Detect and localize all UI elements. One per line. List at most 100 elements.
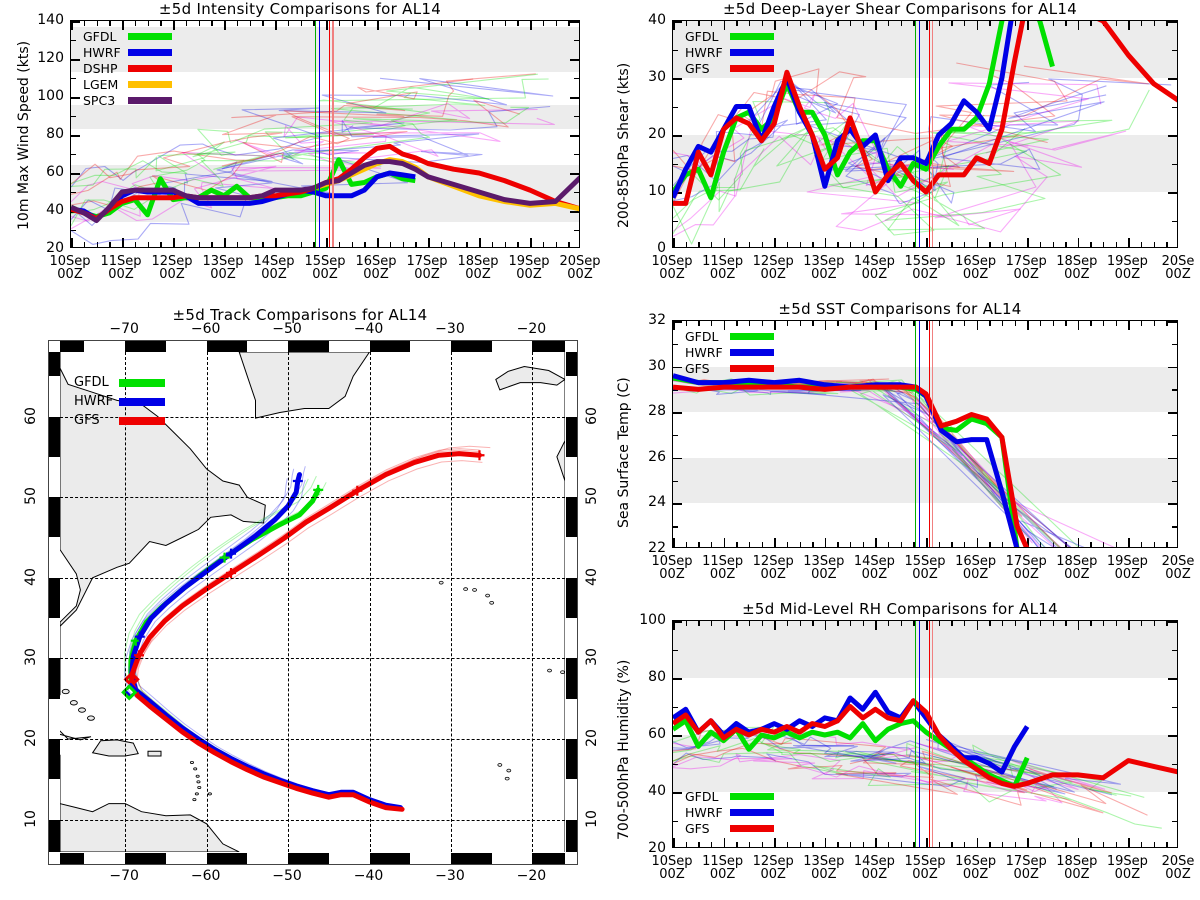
x-minor-tick <box>147 242 149 247</box>
x-minor-tick <box>1065 242 1067 247</box>
y-minor-tick <box>673 220 678 222</box>
x-tick-mark <box>976 621 979 630</box>
y-minor-tick <box>1172 706 1177 708</box>
map-lat-label: 60 <box>23 406 39 425</box>
x-minor-tick <box>504 21 506 26</box>
legend-label: GFDL <box>685 788 719 804</box>
x-minor-tick <box>1001 621 1004 626</box>
map-frame-segment <box>532 853 565 864</box>
x-tick-mark <box>875 321 877 330</box>
x-tick-label: 15Sep 00Z <box>904 554 946 583</box>
legend-swatch <box>128 96 172 104</box>
legend-item-hwrf[interactable]: HWRF <box>685 45 774 60</box>
x-minor-tick <box>1115 842 1118 847</box>
x-minor-tick <box>1153 242 1156 247</box>
x-minor-tick <box>198 242 200 247</box>
legend-item-gfs[interactable]: GFS <box>685 61 774 76</box>
legend-item-hwrf[interactable]: HWRF <box>83 44 172 60</box>
x-minor-tick <box>850 542 852 547</box>
legend-item-gfdl[interactable]: GFDL <box>685 329 774 344</box>
x-minor-tick <box>466 242 468 247</box>
y-minor-tick <box>1172 820 1177 822</box>
x-minor-tick <box>453 242 455 247</box>
x-tick-label: 16Sep 00Z <box>955 854 997 883</box>
map-frame-segment <box>49 819 60 852</box>
y-tick-mark <box>71 135 80 137</box>
legend-item-hwrf[interactable]: HWRF <box>685 805 774 820</box>
x-minor-tick <box>812 21 814 26</box>
legend-swatch <box>730 32 774 40</box>
x-tick-mark <box>1128 538 1130 547</box>
x-minor-tick <box>1141 242 1143 247</box>
x-minor-tick <box>1141 842 1143 847</box>
y-minor-tick <box>1172 106 1177 108</box>
legend-item-hwrf[interactable]: HWRF <box>685 345 774 360</box>
shear-plot-area: GFDL HWRF GFS <box>672 20 1178 248</box>
x-minor-tick <box>710 542 713 547</box>
x-minor-tick <box>1065 621 1067 626</box>
x-minor-tick <box>364 21 366 26</box>
x-tick-mark <box>824 238 827 247</box>
map-canvas[interactable]: GFDL HWRF GFS <box>60 352 565 852</box>
x-tick-mark <box>723 838 726 847</box>
x-minor-tick <box>951 321 953 326</box>
x-tick-label: 11Sep 00Z <box>702 854 744 883</box>
x-minor-tick <box>698 621 700 626</box>
x-minor-tick <box>1090 542 1092 547</box>
x-tick-mark <box>1077 321 1080 330</box>
x-tick-mark <box>1077 838 1080 847</box>
legend-swatch <box>730 364 774 372</box>
map-gridline-lat <box>60 658 565 660</box>
x-minor-tick <box>761 621 763 626</box>
legend-item-spc3[interactable]: SPC3 <box>83 93 172 108</box>
sst-panel: ±5d SST Comparisons for AL14 Sea Surface… <box>600 300 1200 600</box>
legend-item-gfs[interactable]: GFS <box>74 412 165 429</box>
x-minor-tick <box>1090 21 1092 26</box>
x-minor-tick <box>761 242 763 247</box>
x-minor-tick <box>812 621 814 626</box>
legend-item-gfs[interactable]: GFS <box>685 361 774 376</box>
x-minor-tick <box>862 242 865 247</box>
x-minor-tick <box>862 21 865 26</box>
series-layer <box>673 373 1115 547</box>
x-minor-tick <box>913 321 915 326</box>
legend-label: LGEM <box>83 76 119 92</box>
x-minor-tick <box>1115 542 1118 547</box>
y-minor-tick <box>1172 435 1177 437</box>
x-minor-tick <box>491 242 494 247</box>
x-minor-tick <box>837 542 839 547</box>
x-minor-tick <box>555 242 557 247</box>
legend-item-gfdl[interactable]: GFDL <box>685 788 774 804</box>
x-minor-tick <box>1001 321 1004 326</box>
x-tick-mark <box>224 21 226 30</box>
map-gridline-lat <box>60 739 565 741</box>
legend-item-gfdl[interactable]: GFDL <box>83 29 172 44</box>
x-minor-tick <box>685 842 688 847</box>
legend-item-lgem[interactable]: LGEM <box>83 76 172 92</box>
x-minor-tick <box>1166 21 1168 26</box>
x-minor-tick <box>799 242 801 247</box>
x-minor-tick <box>963 242 966 247</box>
x-minor-tick <box>963 321 966 326</box>
track-map[interactable]: GFDL HWRF GFS <box>48 340 578 865</box>
map-frame-segment <box>49 577 60 619</box>
legend-item-gfdl[interactable]: GFDL <box>685 29 774 44</box>
y-tick-mark <box>673 78 682 80</box>
x-minor-tick <box>951 842 953 847</box>
legend-item-gfs[interactable]: GFS <box>685 821 774 836</box>
legend-item-dshp[interactable]: DSHP <box>83 61 172 76</box>
legend-label: HWRF <box>83 44 121 60</box>
x-minor-tick <box>938 542 941 547</box>
y-minor-tick <box>574 192 579 194</box>
legend-item-hwrf[interactable]: HWRF <box>74 393 165 410</box>
x-minor-tick <box>1090 842 1092 847</box>
legend-item-gfdl[interactable]: GFDL <box>74 374 165 391</box>
model-init-line <box>914 21 917 247</box>
map-frame-segment <box>369 853 411 864</box>
y-tick-label: 40 <box>648 783 666 799</box>
y-tick-mark <box>1168 192 1177 194</box>
y-tick-mark <box>1168 792 1177 794</box>
x-tick-mark <box>673 21 675 30</box>
x-tick-label: 10Sep 00Z <box>49 254 91 283</box>
series-layer <box>71 73 579 245</box>
